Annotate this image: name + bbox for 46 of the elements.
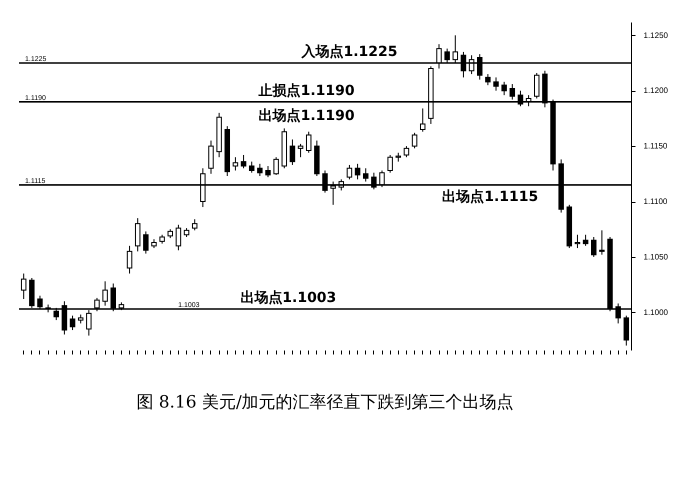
candlestick [534, 72, 540, 99]
candlestick [599, 230, 605, 256]
candlestick [257, 163, 263, 177]
annotation: 出场点1.1115 [442, 188, 538, 205]
y-tick-label: 1.1100 [644, 197, 668, 206]
candlestick [176, 224, 182, 251]
candlestick [346, 164, 352, 180]
annotation: 出场点1.1003 [240, 290, 336, 306]
y-tick-label: 1.1000 [644, 308, 669, 317]
candlestick [420, 108, 426, 132]
candlestick [232, 156, 238, 171]
candlestick [240, 154, 246, 169]
candlestick [501, 81, 507, 96]
candlestick [493, 76, 499, 92]
y-tick-label: 1.1050 [644, 252, 669, 262]
y-tick-label: 1.1250 [644, 30, 669, 40]
candlestick [192, 218, 198, 231]
candlestick [20, 273, 26, 300]
candlestick [354, 163, 360, 180]
candlestick [624, 315, 630, 346]
candlestick [387, 154, 393, 174]
candlestick [102, 280, 108, 306]
candlestick [273, 156, 279, 176]
candlestick [248, 161, 254, 174]
candlestick [298, 143, 304, 158]
candlestick [306, 131, 312, 154]
candlestick [404, 146, 410, 158]
candlestick [134, 218, 140, 252]
annotation: 出场点1.1190 [258, 108, 355, 124]
candlestick [582, 234, 588, 246]
y-tick-label: 1.1150 [644, 142, 668, 151]
candlestick [70, 315, 76, 331]
candlestick [265, 166, 271, 178]
candlestick [143, 230, 149, 254]
annotation: 止损点1.1190 [258, 82, 355, 99]
candlestick [208, 140, 214, 174]
annotation: 入场点1.1225 [300, 44, 398, 60]
candlestick [574, 234, 580, 249]
candlestick [290, 138, 296, 166]
candlestick [412, 132, 418, 149]
y-tick-label: 1.1200 [644, 86, 669, 96]
candlestick [591, 236, 596, 258]
text: 图 8.16 美元/加元的汇率径直下跌到第三个出场点 [136, 392, 514, 412]
candlestick [126, 245, 132, 274]
candlestick [362, 168, 368, 182]
candlestick [485, 74, 491, 86]
